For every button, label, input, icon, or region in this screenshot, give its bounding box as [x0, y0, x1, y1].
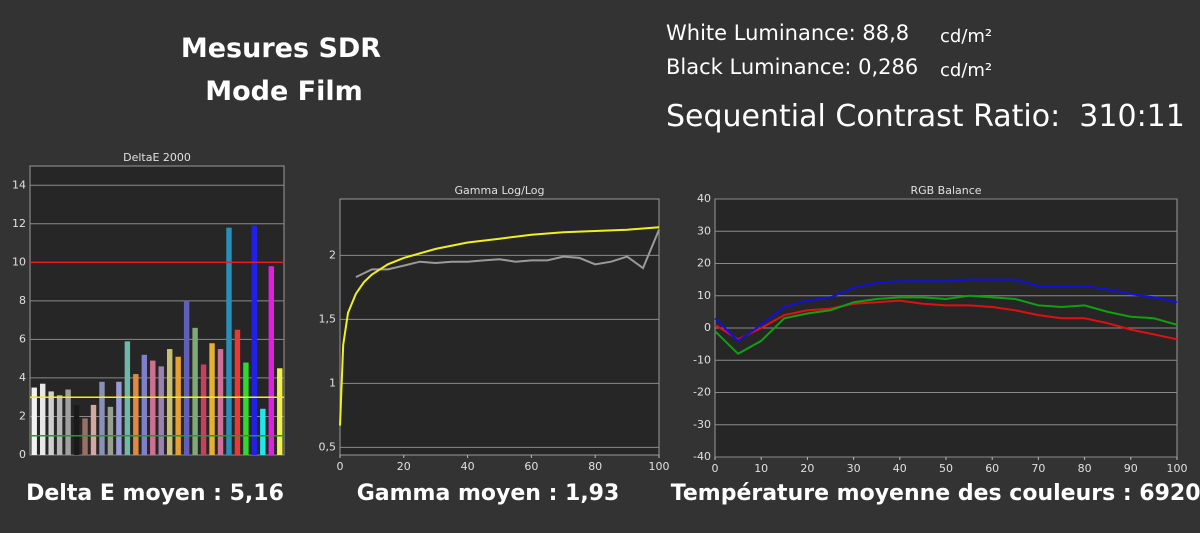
bar: [217, 349, 224, 455]
bar: [200, 364, 207, 455]
y-tick-label: 12: [12, 217, 26, 230]
y-tick-label: 10: [697, 289, 711, 302]
y-tick-label: 8: [19, 294, 26, 307]
bar: [82, 418, 88, 455]
y-tick-label: 1,5: [319, 312, 337, 325]
plot-area: [339, 198, 660, 456]
y-tick-label: 0: [704, 321, 711, 334]
x-tick-label: 80: [588, 460, 602, 473]
x-tick-label: 70: [1031, 462, 1045, 475]
y-tick-label: 0,5: [319, 440, 337, 453]
x-tick-label: 100: [1167, 462, 1188, 475]
bar: [251, 225, 258, 455]
y-tick-label: 2: [19, 409, 26, 422]
title-line: Mode Film: [205, 76, 363, 107]
bar: [209, 343, 215, 455]
bar: [166, 349, 173, 455]
bar: [243, 362, 249, 455]
chart-caption: Gamma moyen : 1,93: [357, 481, 620, 506]
x-tick-label: 30: [847, 462, 861, 475]
bar: [124, 341, 131, 455]
x-tick-label: 40: [893, 462, 907, 475]
bar: [39, 383, 46, 455]
y-tick-label: 40: [697, 192, 711, 205]
chart-caption: Delta E moyen : 5,16: [26, 481, 284, 506]
bar: [277, 368, 283, 455]
y-tick-label: 2: [329, 248, 336, 261]
bar: [183, 300, 190, 455]
unit: cd/m²: [940, 60, 992, 81]
x-tick-label: 0: [337, 460, 344, 473]
bar: [226, 227, 232, 455]
x-tick-label: 80: [1078, 462, 1092, 475]
y-tick-label: -10: [693, 353, 711, 366]
y-tick-label: 14: [12, 178, 26, 191]
chart-title: RGB Balance: [910, 184, 981, 197]
chart-title: DeltaE 2000: [123, 151, 191, 164]
bar: [192, 327, 198, 455]
x-tick-label: 60: [985, 462, 999, 475]
y-tick-label: -30: [693, 418, 711, 431]
bar: [116, 381, 122, 455]
measurement: White Luminance: 88,8: [666, 21, 909, 45]
plot-area: [29, 165, 285, 456]
bar: [90, 404, 97, 455]
x-tick-label: 100: [649, 460, 670, 473]
bar: [107, 406, 114, 455]
bar: [31, 387, 37, 455]
bar: [133, 374, 139, 455]
y-tick-label: 0: [19, 448, 26, 461]
x-tick-label: 10: [754, 462, 768, 475]
chart-caption: Température moyenne des couleurs : 6920 …: [671, 481, 1200, 506]
x-tick-label: 40: [461, 460, 475, 473]
series-line: [339, 226, 660, 426]
series-line: [714, 294, 1178, 356]
series-line: [714, 299, 1178, 341]
x-tick-label: 20: [397, 460, 411, 473]
series-line: [714, 278, 1178, 343]
x-tick-label: 90: [1124, 462, 1138, 475]
bar: [150, 360, 156, 455]
y-tick-label: -20: [693, 386, 711, 399]
x-tick-label: 60: [524, 460, 538, 473]
y-tick-label: 20: [697, 257, 711, 270]
bar: [56, 395, 63, 455]
y-tick-label: 10: [12, 255, 26, 268]
measurement: Black Luminance: 0,286: [666, 55, 918, 79]
bar: [141, 354, 148, 455]
bar: [175, 356, 181, 455]
bar: [260, 408, 266, 455]
bar: [99, 381, 105, 455]
unit: cd/m²: [940, 26, 992, 47]
bar: [65, 389, 71, 455]
y-tick-label: -40: [693, 450, 711, 463]
y-tick-label: 30: [697, 224, 711, 237]
y-tick-label: 4: [19, 371, 26, 384]
x-tick-label: 20: [800, 462, 814, 475]
bar: [234, 329, 241, 455]
title-line: Mesures SDR: [181, 33, 381, 64]
contrast: Sequential Contrast Ratio: 310:11: [666, 99, 1185, 134]
bar: [48, 391, 54, 455]
series-line: [355, 229, 660, 279]
bar: [268, 266, 275, 455]
x-tick-label: 50: [939, 462, 953, 475]
x-tick-label: 0: [712, 462, 719, 475]
bar: [158, 366, 164, 455]
y-tick-label: 1: [329, 376, 336, 389]
chart-title: Gamma Log/Log: [455, 184, 545, 197]
bar: [73, 404, 80, 455]
y-tick-label: 6: [19, 332, 26, 345]
